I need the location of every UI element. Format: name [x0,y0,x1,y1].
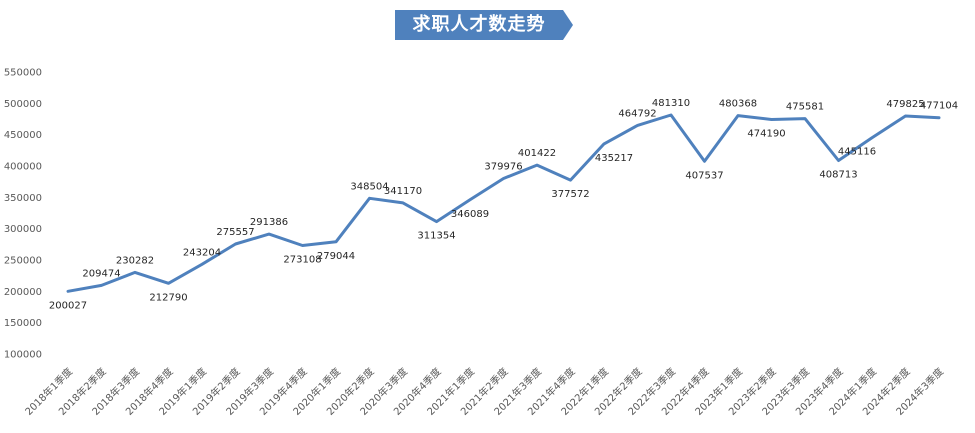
y-axis: 100000 150000 200000 250000 300000 350000 4000… [4,68,42,361]
title-banner-shape [395,10,573,40]
y-tick-label: 300000 [4,224,42,235]
data-label: 481310 [652,98,690,109]
data-label: 377572 [551,189,589,200]
data-label: 291386 [250,217,288,228]
series-line [66,113,941,293]
data-label: 477104 [920,101,958,112]
data-label: 408713 [819,170,857,181]
data-label: 464792 [618,108,656,119]
data-label: 346089 [451,209,489,220]
data-label: 435217 [595,153,633,164]
data-label: 445116 [838,147,876,158]
y-tick-label: 200000 [4,287,42,298]
data-label: 275557 [216,227,254,238]
data-label: 209474 [82,268,120,279]
y-tick-label: 400000 [4,162,42,173]
data-labels: 200027 209474 230282 212790 243204 2755572913… [49,98,958,311]
y-tick-label: 150000 [4,318,42,329]
chart-title: 求职人才数走势 [412,14,546,35]
data-label: 401422 [518,148,556,159]
data-label: 279044 [317,251,355,262]
data-label: 243204 [183,247,221,258]
y-tick-label: 100000 [4,350,42,361]
y-tick-label: 250000 [4,256,42,267]
y-tick-label: 350000 [4,193,42,204]
data-label: 407537 [685,170,723,181]
data-label: 348504 [350,181,388,192]
data-label: 230282 [116,255,154,266]
y-tick-label: 550000 [4,68,42,79]
data-label: 311354 [417,231,455,242]
data-label: 475581 [786,102,824,113]
data-label: 341170 [384,186,422,197]
data-label: 474190 [747,129,785,140]
y-tick-label: 500000 [4,99,42,110]
data-label: 212790 [149,292,187,303]
x-axis: 2018年1季度2018年2季度2018年3季度2018年4季度2019年1季度… [22,365,946,418]
data-label: 200027 [49,300,87,311]
data-label: 273108 [283,255,321,266]
data-label: 480368 [719,99,757,110]
chart-title-banner: 求职人才数走势 [395,10,575,40]
y-tick-label: 450000 [4,130,42,141]
data-label: 479825 [886,99,924,110]
data-label: 379976 [484,162,522,173]
